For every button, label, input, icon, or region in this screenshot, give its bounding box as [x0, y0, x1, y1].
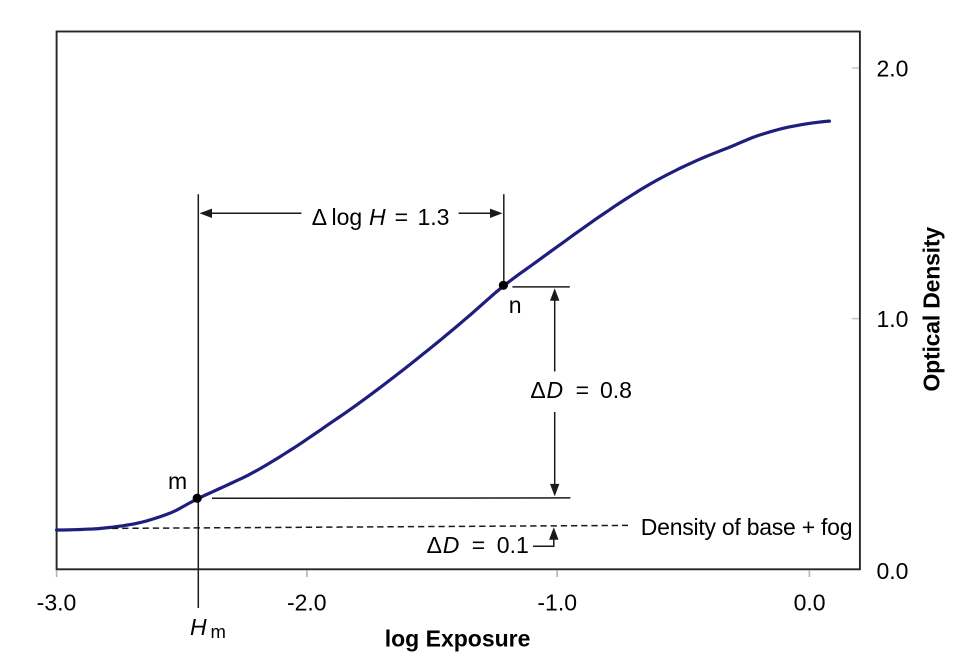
svg-text:0.8: 0.8 — [600, 377, 632, 403]
svg-text:-3.0: -3.0 — [37, 589, 77, 615]
svg-text:-1.0: -1.0 — [537, 589, 577, 615]
svg-text:log: log — [332, 204, 363, 230]
svg-text:1.3: 1.3 — [418, 204, 450, 230]
svg-text:0.1: 0.1 — [497, 532, 529, 558]
svg-text:0.0: 0.0 — [877, 558, 909, 584]
svg-text:H: H — [190, 614, 207, 640]
svg-text:D: D — [547, 377, 564, 403]
svg-text:=: = — [576, 377, 589, 403]
svg-text:Density of base + fog: Density of base + fog — [641, 514, 852, 540]
svg-text:Δ: Δ — [530, 377, 545, 403]
svg-text:n: n — [509, 292, 522, 318]
svg-text:m: m — [211, 621, 226, 642]
svg-text:-2.0: -2.0 — [287, 589, 327, 615]
svg-text:Δ: Δ — [312, 204, 327, 230]
svg-text:Optical Density: Optical Density — [919, 227, 945, 392]
svg-text:1.0: 1.0 — [877, 306, 909, 332]
svg-text:D: D — [443, 532, 460, 558]
svg-text:H: H — [369, 204, 386, 230]
svg-text:2.0: 2.0 — [877, 55, 909, 81]
svg-text:0.0: 0.0 — [794, 589, 826, 615]
svg-text:Δ: Δ — [427, 532, 442, 558]
svg-text:log Exposure: log Exposure — [385, 626, 531, 652]
svg-text:=: = — [472, 532, 485, 558]
svg-text:=: = — [395, 204, 408, 230]
svg-text:m: m — [168, 468, 187, 494]
